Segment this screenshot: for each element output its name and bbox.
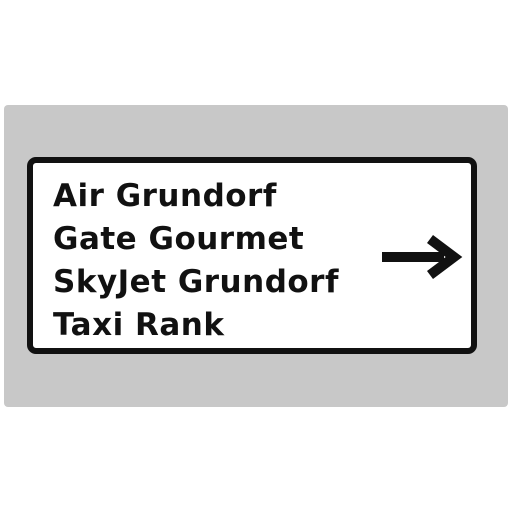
- destination-item: SkyJet Grundorf: [53, 264, 339, 300]
- arrow-shaft: [382, 252, 444, 262]
- destination-list: Air Grundorf Gate Gourmet SkyJet Grundor…: [53, 175, 339, 347]
- destination-item: Taxi Rank: [53, 307, 225, 343]
- destination-item: Gate Gourmet: [53, 221, 305, 257]
- direction-sign: Air Grundorf Gate Gourmet SkyJet Grundor…: [27, 157, 477, 354]
- arrow-head: [427, 235, 463, 279]
- destination-item: Air Grundorf: [53, 178, 277, 214]
- arrow-right-icon: [382, 235, 463, 279]
